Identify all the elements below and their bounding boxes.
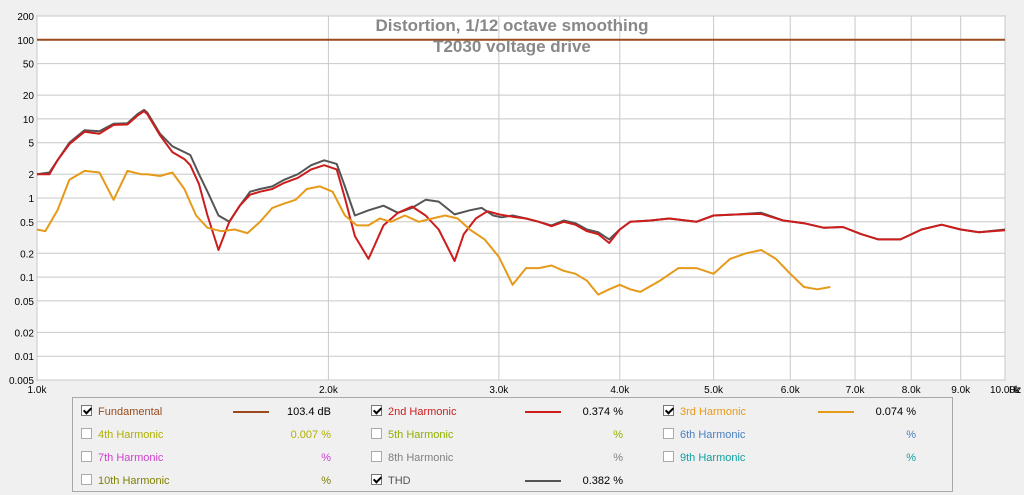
y-tick-label: 2 xyxy=(28,170,34,181)
legend-item-6th-harmonic[interactable]: 6th Harmonic% xyxy=(663,427,916,443)
y-tick-label: 0.2 xyxy=(20,249,34,260)
legend-label: 10th Harmonic xyxy=(98,475,170,487)
y-tick-label: 0.02 xyxy=(15,328,35,339)
y-tick-label: 0.1 xyxy=(20,273,34,284)
legend-label: 7th Harmonic xyxy=(98,452,164,464)
legend-value: % xyxy=(906,429,916,441)
legend-label: 8th Harmonic xyxy=(388,452,454,464)
x-tick-label: 9.0k xyxy=(951,385,971,395)
legend-label: 6th Harmonic xyxy=(680,429,746,441)
legend-item-3rd-harmonic[interactable]: 3rd Harmonic 0.074 % xyxy=(663,404,916,420)
legend-item-5th-harmonic[interactable]: 5th Harmonic% xyxy=(371,427,623,443)
y-tick-label: 0.5 xyxy=(20,218,34,229)
checkbox-5th-harmonic[interactable] xyxy=(371,428,382,439)
y-tick-label: 5 xyxy=(28,139,34,150)
y-tick-label: 0.05 xyxy=(15,297,35,308)
legend-value: % xyxy=(613,452,623,464)
y-tick-label: 200 xyxy=(17,12,34,23)
checkbox-9th-harmonic[interactable] xyxy=(663,451,674,462)
x-tick-label: 8.0k xyxy=(902,385,922,395)
legend-label: 3rd Harmonic xyxy=(680,406,747,418)
x-tick-label: 6.0k xyxy=(781,385,801,395)
checkbox-fundamental[interactable] xyxy=(81,405,92,416)
chart-subtitle: T2030 voltage drive xyxy=(433,37,591,56)
x-tick-label: 2.0k xyxy=(319,385,339,395)
y-tick-label: 10 xyxy=(23,115,35,126)
checkbox-2nd-harmonic[interactable] xyxy=(371,405,382,416)
legend-value: 0.007 % xyxy=(290,429,331,441)
legend-line-swatch xyxy=(525,411,561,413)
legend-label: 9th Harmonic xyxy=(680,452,746,464)
series-line-3rd-harmonic xyxy=(36,169,831,296)
legend-value: % xyxy=(321,452,331,464)
legend-label: 4th Harmonic xyxy=(98,429,164,441)
checkbox-4th-harmonic[interactable] xyxy=(81,428,92,439)
x-unit-label: Hz xyxy=(1009,385,1021,395)
checkbox-6th-harmonic[interactable] xyxy=(663,428,674,439)
legend-line-swatch xyxy=(525,480,561,482)
legend-label: 2nd Harmonic xyxy=(388,406,457,418)
series-lines xyxy=(36,38,1006,296)
legend-label: Fundamental xyxy=(98,406,163,418)
y-tick-label: 0.005 xyxy=(9,376,34,387)
legend-value: % xyxy=(321,475,331,487)
legend-item-7th-harmonic[interactable]: 7th Harmonic% xyxy=(81,450,331,466)
checkbox-thd[interactable] xyxy=(371,474,382,485)
y-tick-label: 0.01 xyxy=(15,352,35,363)
x-tick-label: 5.0k xyxy=(704,385,724,395)
y-tick-label: 100 xyxy=(17,36,34,47)
y-tick-label: 1 xyxy=(28,194,34,205)
checkbox-3rd-harmonic[interactable] xyxy=(663,405,674,416)
checkbox-10th-harmonic[interactable] xyxy=(81,474,92,485)
x-tick-label: 4.0k xyxy=(610,385,630,395)
legend-label: THD xyxy=(388,475,411,487)
legend-item-thd[interactable]: THD 0.382 % xyxy=(371,473,623,489)
legend-item-10th-harmonic[interactable]: 10th Harmonic% xyxy=(81,473,331,489)
legend-value: 0.374 % xyxy=(582,406,623,418)
legend-value: 103.4 dB xyxy=(286,406,331,418)
series-line-2nd-harmonic xyxy=(37,110,1006,262)
legend-line-swatch xyxy=(818,411,854,413)
legend-line-swatch xyxy=(233,411,269,413)
y-tick-label: 20 xyxy=(23,91,35,102)
chart-title: Distortion, 1/12 octave smoothing xyxy=(376,16,649,35)
grid xyxy=(36,15,1006,381)
legend: Fundamental 103.4 dB 2nd Harmonic 0.374 % 3r… xyxy=(72,397,953,492)
legend-item-9th-harmonic[interactable]: 9th Harmonic% xyxy=(663,450,916,466)
x-tick-label: 1.0k xyxy=(28,385,48,395)
legend-item-fundamental[interactable]: Fundamental 103.4 dB xyxy=(81,404,331,420)
legend-value: 0.382 % xyxy=(582,475,623,487)
x-tick-label: 10.00k xyxy=(990,385,1021,395)
x-tick-labels: 1.0k 2.0k 3.0k 4.0k 5.0k 6.0k 7.0k 8.0k 9.0k 10.0… xyxy=(28,385,1021,395)
y-tick-labels: 200 100 50 20 10 5 2 1 0.5 0.2 0.1 0.05 0.02 0.01 0.00… xyxy=(9,12,34,387)
distortion-chart: Distortion, 1/12 octave smoothing T2030 … xyxy=(9,12,1021,395)
legend-label: 5th Harmonic xyxy=(388,429,454,441)
legend-value: % xyxy=(906,452,916,464)
legend-value: % xyxy=(613,429,623,441)
legend-item-2nd-harmonic[interactable]: 2nd Harmonic 0.374 % xyxy=(371,404,623,420)
x-tick-label: 7.0k xyxy=(846,385,866,395)
checkbox-7th-harmonic[interactable] xyxy=(81,451,92,462)
legend-item-4th-harmonic[interactable]: 4th Harmonic 0.007 % xyxy=(81,427,331,443)
y-tick-label: 50 xyxy=(23,60,35,71)
x-tick-label: 3.0k xyxy=(489,385,509,395)
legend-value: 0.074 % xyxy=(875,406,916,418)
legend-item-8th-harmonic[interactable]: 8th Harmonic% xyxy=(371,450,623,466)
checkbox-8th-harmonic[interactable] xyxy=(371,451,382,462)
